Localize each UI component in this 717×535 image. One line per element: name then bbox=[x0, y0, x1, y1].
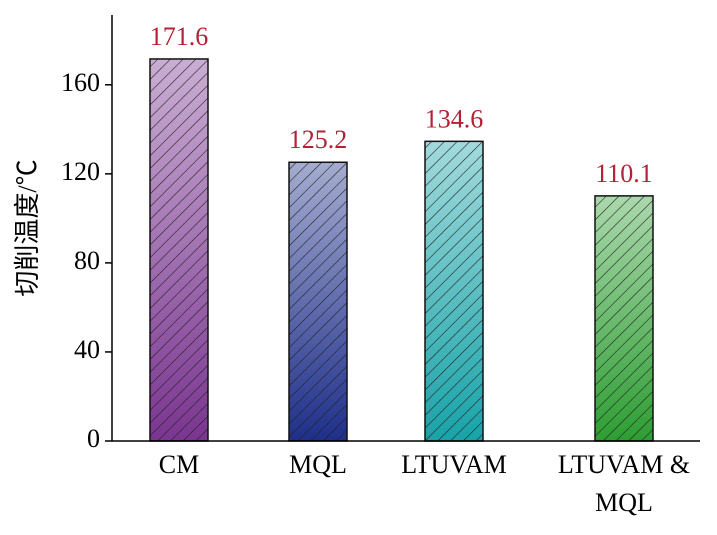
x-tick-label: LTUVAM bbox=[401, 450, 506, 479]
value-label: 171.6 bbox=[150, 22, 209, 51]
y-tick-label: 80 bbox=[74, 246, 100, 275]
y-tick-label: 160 bbox=[61, 68, 100, 97]
x-tick-label: MQL bbox=[289, 450, 347, 479]
bar-hatch bbox=[594, 195, 654, 442]
x-tick-label: LTUVAM & MQL bbox=[558, 450, 690, 517]
y-tick-label: 0 bbox=[87, 424, 100, 453]
bar-hatch bbox=[288, 161, 348, 442]
bar-hatch bbox=[149, 58, 209, 442]
value-label: 125.2 bbox=[289, 125, 348, 154]
bar-hatch bbox=[424, 140, 484, 442]
y-tick-label: 120 bbox=[61, 157, 100, 186]
value-label: 134.6 bbox=[425, 104, 484, 133]
value-label: 110.1 bbox=[595, 159, 653, 188]
y-axis-label: 切削温度/℃ bbox=[13, 159, 42, 296]
x-tick-label: CM bbox=[159, 450, 199, 479]
y-tick-label: 40 bbox=[74, 335, 100, 364]
